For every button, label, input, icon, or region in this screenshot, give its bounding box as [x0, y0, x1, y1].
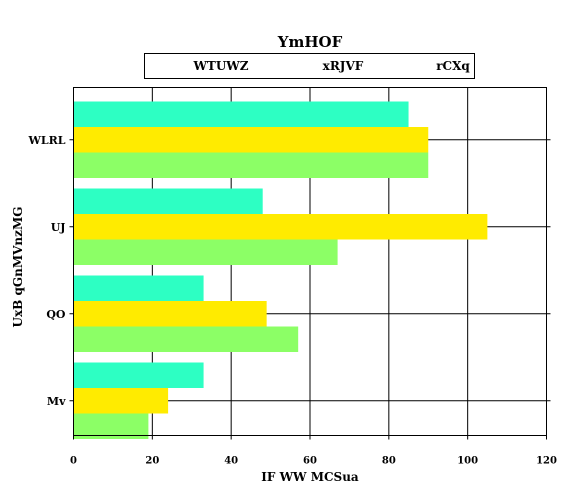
- bar-xRJVF-WLRL: [73, 127, 429, 153]
- bar-WTUWZ-QO: [73, 275, 204, 301]
- x-tick-label: 120: [536, 456, 557, 467]
- bar-rCXq-Mv: [73, 413, 149, 439]
- bar-WTUWZ-Mv: [73, 362, 204, 388]
- x-tick-label: 40: [224, 456, 238, 467]
- bar-xRJVF-QO: [73, 301, 267, 327]
- x-tick-label: 0: [70, 456, 77, 467]
- bars: [73, 101, 488, 439]
- y-tick-label-Mv: Mv: [47, 395, 66, 408]
- bar-WTUWZ-WLRL: [73, 101, 409, 127]
- y-axis-ticks: WLRL UJ QO Mv: [28, 134, 551, 408]
- x-tick-label: 100: [457, 456, 478, 467]
- legend-entry-rCXq: rCXq: [436, 59, 470, 73]
- legend: WTUWZ xRJVF rCXq: [144, 53, 475, 79]
- bar-xRJVF-UJ: [73, 214, 488, 240]
- bar-WTUWZ-UJ: [73, 188, 263, 214]
- y-axis-label: UxB qGnMVnzMG: [11, 207, 25, 328]
- bar-rCXq-WLRL: [73, 152, 429, 178]
- y-tick-label-WLRL: WLRL: [28, 134, 66, 147]
- y-tick-label-UJ: UJ: [51, 221, 66, 234]
- x-axis-label: IF WW MCSua: [261, 470, 359, 484]
- bar-xRJVF-Mv: [73, 388, 169, 414]
- legend-box: [144, 53, 475, 79]
- x-tick-label: 60: [303, 456, 317, 467]
- y-tick-label-QO: QO: [46, 308, 66, 321]
- x-axis-ticks: 0 20 40 60 80 100 120: [70, 435, 557, 467]
- legend-entry-WTUWZ: WTUWZ: [192, 59, 248, 73]
- bar-rCXq-QO: [73, 326, 299, 352]
- legend-entry-xRJVF: xRJVF: [323, 59, 364, 73]
- chart-title: YmHOF: [277, 33, 343, 51]
- bar-rCXq-UJ: [73, 239, 338, 265]
- x-tick-label: 80: [382, 456, 396, 467]
- x-tick-label: 20: [145, 456, 159, 467]
